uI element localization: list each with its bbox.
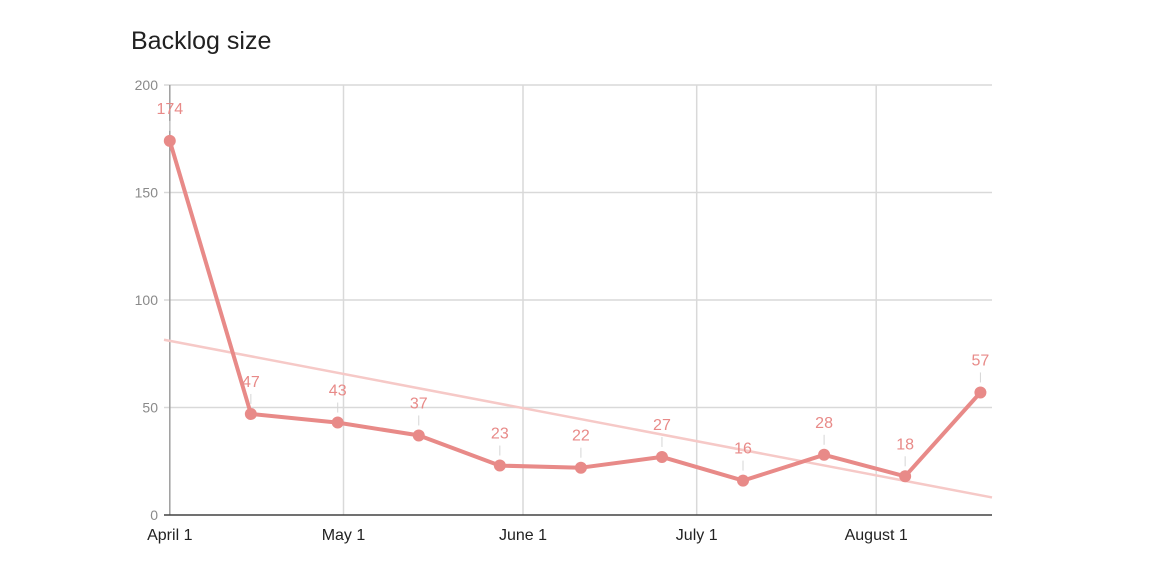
x-tick-label: August 1: [845, 527, 908, 544]
data-point: [493, 459, 506, 472]
y-tick-label: 150: [135, 185, 159, 201]
data-point: [244, 407, 257, 420]
axes: 0 50 100 150 200 April 1 May 1 June 1 July 1 Augu…: [135, 77, 992, 544]
data-label: 28: [815, 415, 833, 432]
data-label: 174: [156, 101, 183, 118]
y-tick-label: 0: [150, 507, 158, 523]
data-label: 43: [329, 383, 347, 400]
data-point: [331, 416, 344, 429]
data-point: [163, 134, 176, 147]
data-label: 16: [734, 441, 752, 458]
data-label: 47: [242, 374, 260, 391]
data-label: 18: [896, 436, 914, 453]
y-tick-label: 100: [135, 292, 159, 308]
data-point: [899, 470, 912, 483]
data-point: [655, 450, 668, 463]
data-label: 57: [972, 352, 990, 369]
trendline-line: [163, 338, 993, 499]
data-label: 23: [491, 426, 509, 443]
data-label: 27: [653, 417, 671, 434]
x-tick-label: July 1: [676, 527, 718, 544]
data-labels: 174 47 43 37 23 22 27 16 28 18 57: [156, 101, 989, 471]
data-point: [818, 448, 831, 461]
grid: [164, 84, 992, 515]
y-tick-label: 50: [142, 400, 158, 416]
data-label: 37: [410, 395, 428, 412]
x-tick-label: April 1: [147, 527, 192, 544]
data-label: 22: [572, 428, 590, 445]
series: [163, 134, 987, 487]
trendline: [163, 338, 993, 499]
data-point: [737, 474, 750, 487]
y-tick-label: 200: [135, 77, 159, 93]
data-point: [574, 461, 587, 474]
x-tick-label: June 1: [499, 527, 547, 544]
data-point: [974, 386, 987, 399]
data-point: [412, 429, 425, 442]
x-tick-label: May 1: [322, 527, 366, 544]
chart-title: Backlog size: [131, 27, 272, 55]
